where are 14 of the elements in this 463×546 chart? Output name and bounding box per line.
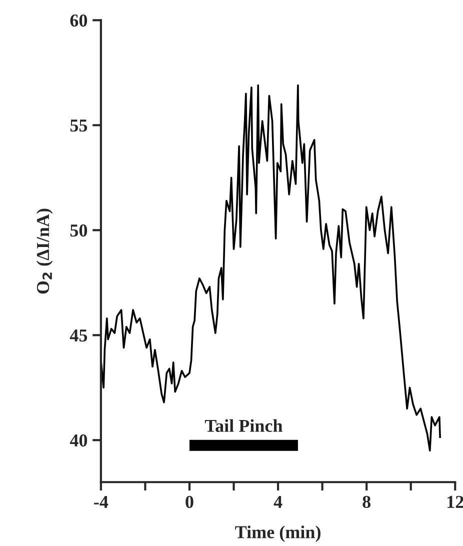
x-axis-title: Time (min) (235, 526, 320, 542)
line-series (100, 84, 441, 452)
x-tick-label: 8 (362, 496, 370, 508)
y-axis-title: O$_{2}$ (ΔI/nA) (36, 208, 53, 294)
x-tick-label: -4 (94, 496, 108, 508)
x-tick-label: 12 (448, 496, 463, 508)
x-tick-label: 0 (186, 496, 194, 508)
annotation: Tail Pinch (204, 419, 283, 432)
y-tick-label: 45 (70, 330, 88, 342)
x-tick-label: 4 (274, 496, 282, 508)
y-tick-label: 60 (70, 14, 88, 27)
y-tick-label: 55 (70, 120, 88, 132)
y-tick-label: 50 (70, 224, 88, 237)
y-tick-label: 40 (70, 434, 88, 447)
